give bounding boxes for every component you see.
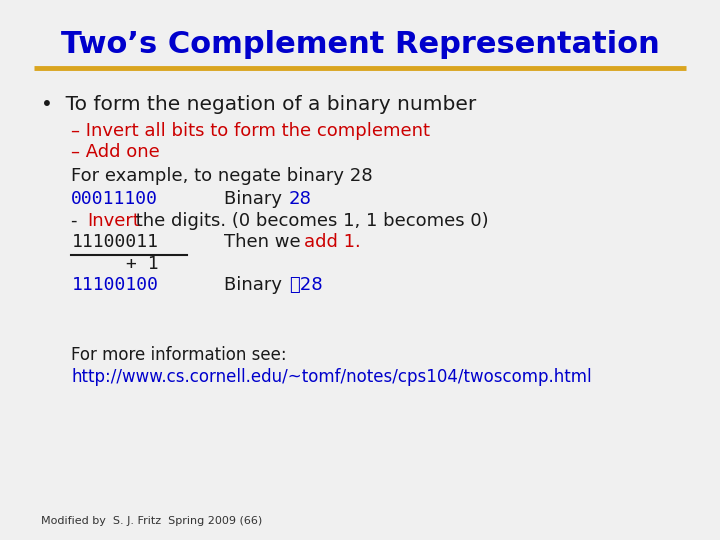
Text: 11100100: 11100100: [71, 276, 158, 294]
Text: 00011100: 00011100: [71, 190, 158, 208]
Text: 11100011: 11100011: [71, 233, 158, 251]
Text: For more information see:: For more information see:: [71, 346, 287, 363]
Text: – Invert all bits to form the complement: – Invert all bits to form the complement: [71, 122, 431, 139]
Text: – Add one: – Add one: [71, 143, 160, 161]
Text: •  To form the negation of a binary number: • To form the negation of a binary numbe…: [41, 94, 476, 113]
Text: Invert: Invert: [87, 212, 140, 230]
Text: Binary: Binary: [224, 276, 294, 294]
Text: Modified by  S. J. Fritz  Spring 2009 (66): Modified by S. J. Fritz Spring 2009 (66): [41, 516, 262, 526]
Text: http://www.cs.cornell.edu/~tomf/notes/cps104/twoscomp.html: http://www.cs.cornell.edu/~tomf/notes/cp…: [71, 368, 592, 386]
Text: Then we: Then we: [224, 233, 307, 251]
Text: + 1: + 1: [126, 255, 158, 273]
Text: Binary: Binary: [224, 190, 288, 208]
Text: 28: 28: [289, 190, 312, 208]
Text: For example, to negate binary 28: For example, to negate binary 28: [71, 167, 373, 185]
Text: -: -: [71, 212, 84, 230]
Text: add 1.: add 1.: [305, 233, 361, 251]
Text: the digits. (0 becomes 1, 1 becomes 0): the digits. (0 becomes 1, 1 becomes 0): [130, 212, 489, 230]
Text: ⁲28: ⁲28: [289, 276, 323, 294]
Text: Two’s Complement Representation: Two’s Complement Representation: [60, 30, 660, 59]
